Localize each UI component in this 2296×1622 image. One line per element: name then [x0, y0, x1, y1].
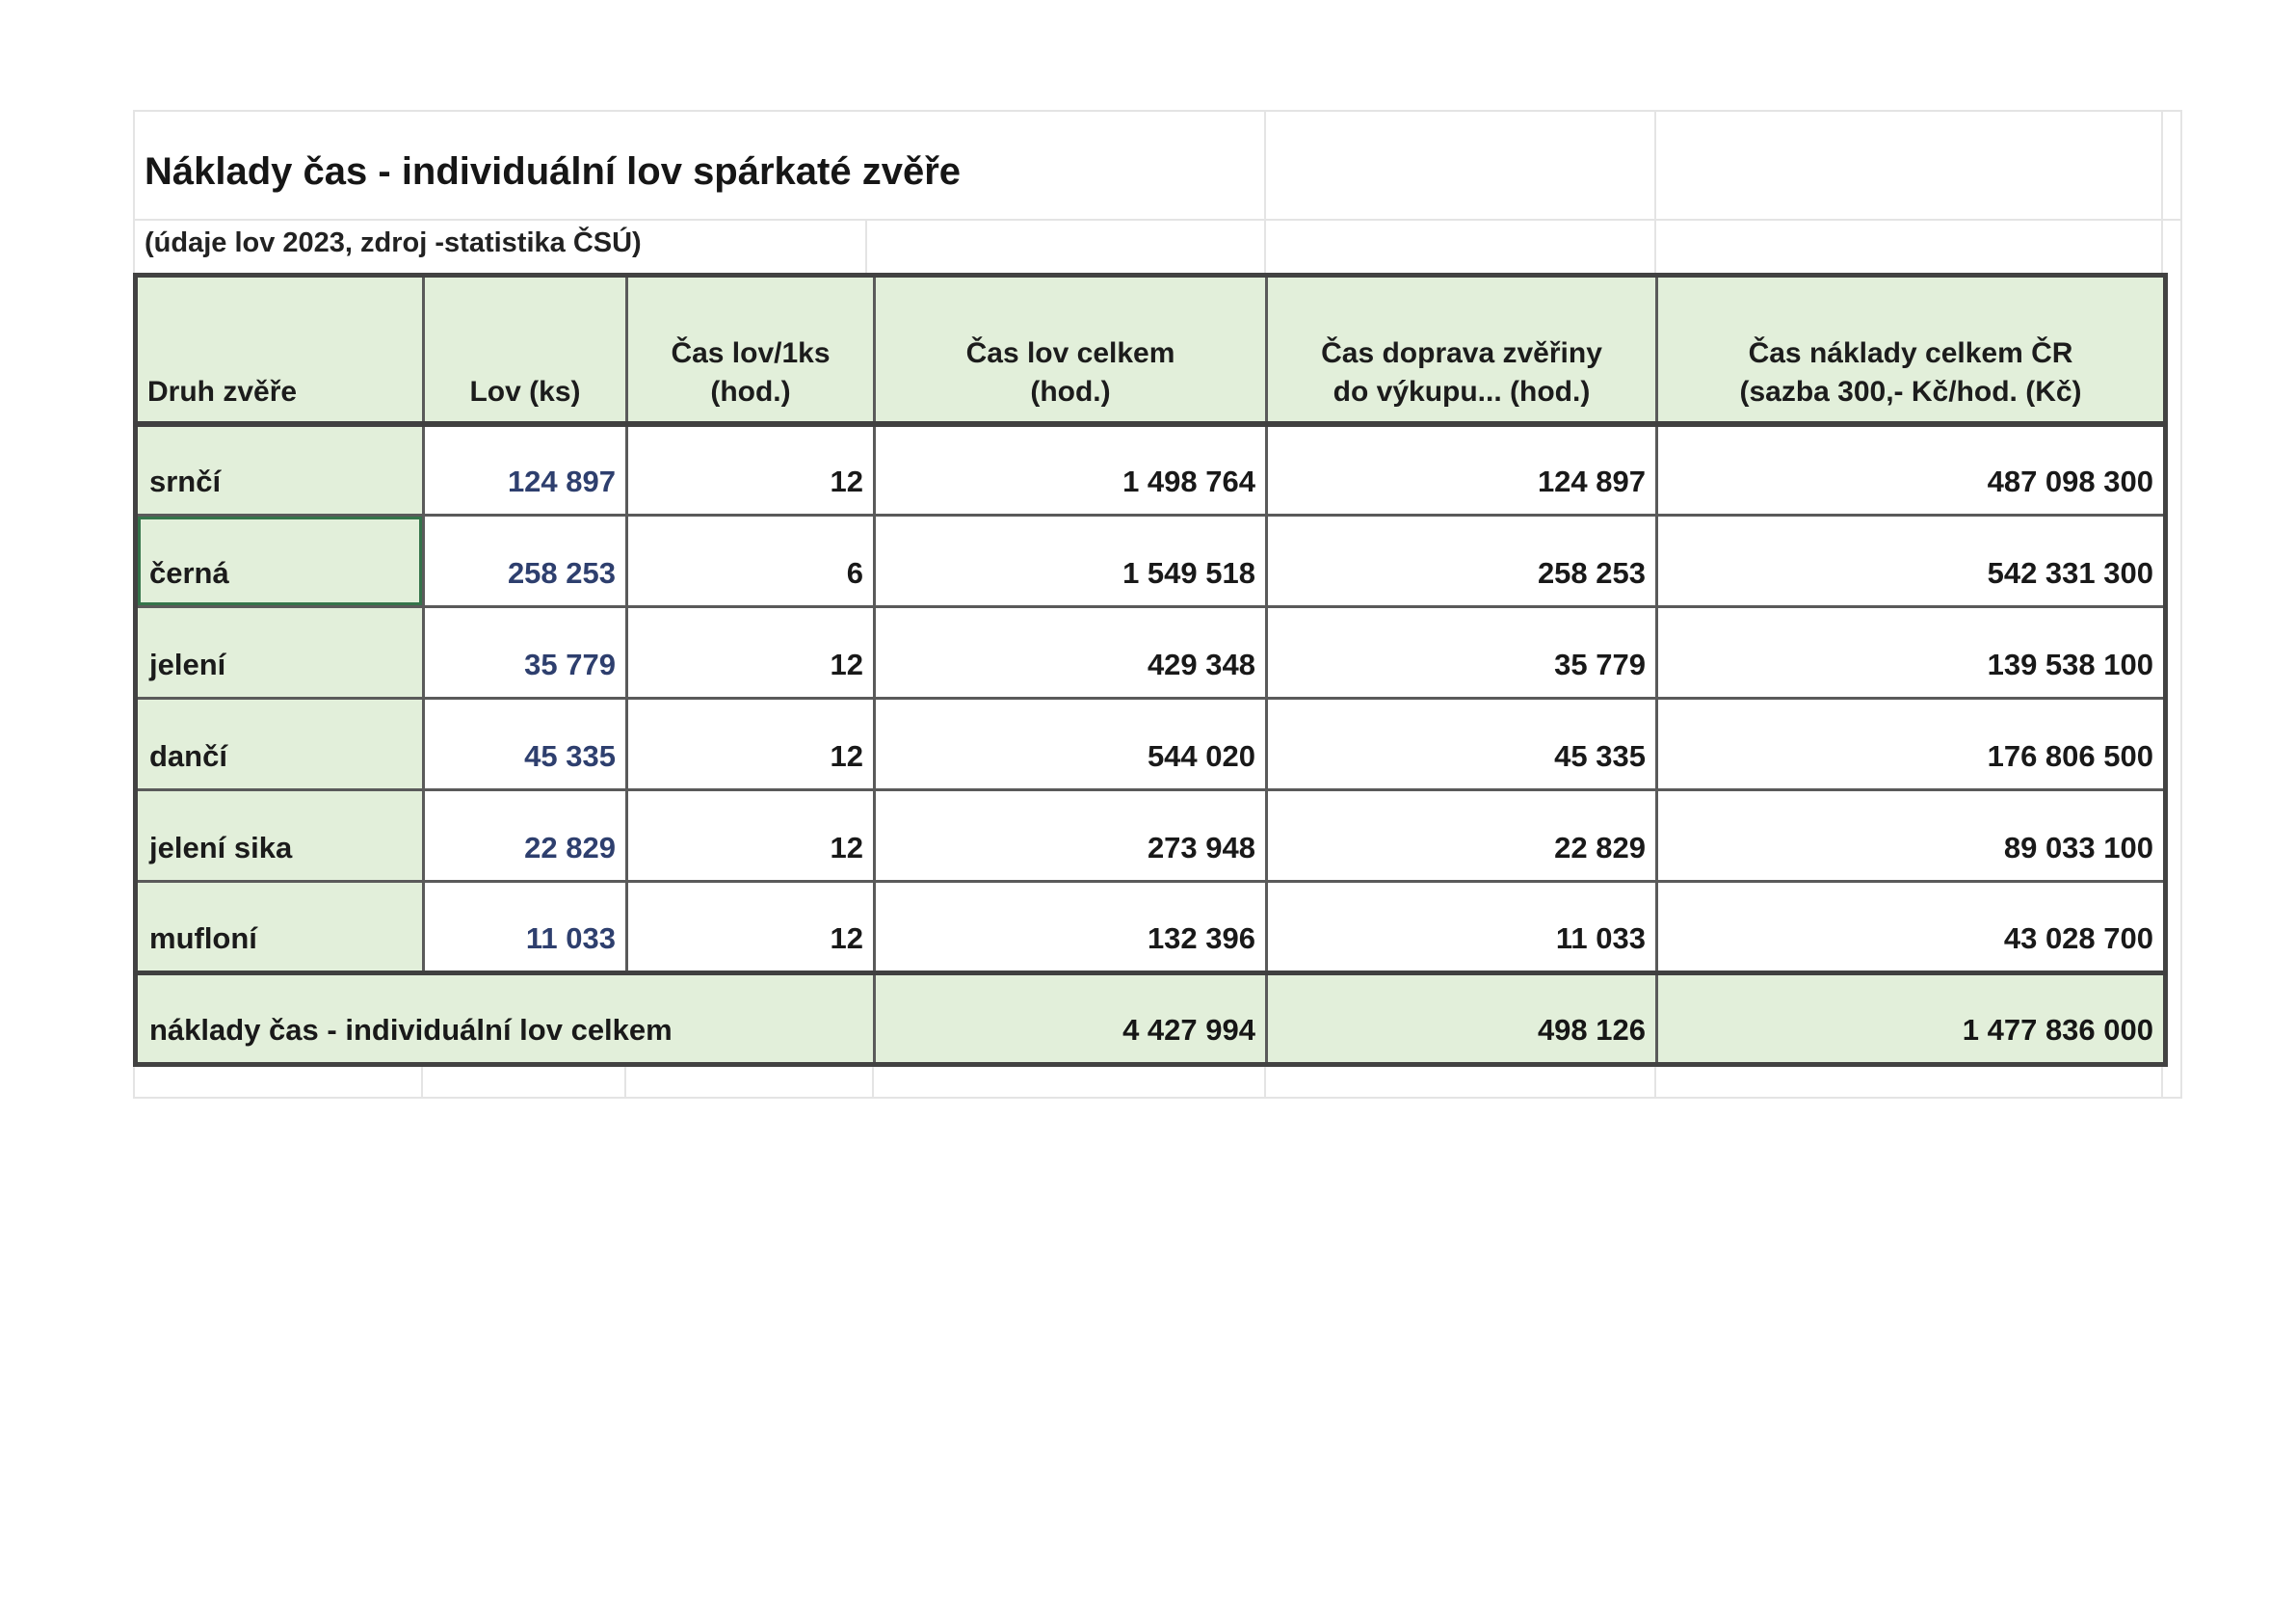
costs-table: Druh zvěře Lov (ks) Čas lov/1ks (hod.) Č… [133, 273, 2168, 1067]
sheet-gridline [133, 219, 2182, 221]
cell-cas-naklady-celkem[interactable]: 89 033 100 [1655, 788, 2167, 883]
cell-cas-lov-1ks[interactable]: 12 [625, 880, 876, 974]
cell-cas-lov-celkem[interactable]: 273 948 [873, 788, 1268, 883]
cell-lov-ks[interactable]: 11 033 [422, 880, 628, 974]
cell-cas-lov-celkem[interactable]: 132 396 [873, 880, 1268, 974]
sheet-gridline [133, 1062, 135, 1099]
table-row-jeleni: jelení 35 779 12 429 348 35 779 139 538 … [134, 605, 2167, 700]
total-cas-doprava[interactable]: 498 126 [1265, 971, 1658, 1066]
total-row: náklady čas - individuální lov celkem 4 … [134, 971, 2167, 1066]
cell-lov-ks[interactable]: 35 779 [422, 605, 628, 700]
total-cas-lov-celkem[interactable]: 4 427 994 [873, 971, 1268, 1066]
cell-cas-lov-celkem[interactable]: 1 549 518 [873, 514, 1268, 608]
sheet-gridline [421, 1062, 423, 1099]
row-label[interactable]: jelení sika [134, 788, 425, 883]
cell-cas-doprava[interactable]: 258 253 [1265, 514, 1658, 608]
cell-cas-lov-1ks[interactable]: 12 [625, 697, 876, 791]
cell-cas-lov-1ks[interactable]: 12 [625, 788, 876, 883]
cell-cas-naklady-celkem[interactable]: 487 098 300 [1655, 422, 2167, 517]
header-cas-naklady-celkem[interactable]: Čas náklady celkem ČR (sazba 300,- Kč/ho… [1655, 274, 2167, 427]
row-label[interactable]: jelení [134, 605, 425, 700]
cell-cas-lov-1ks[interactable]: 12 [625, 605, 876, 700]
table-row-srnci: srnčí 124 897 12 1 498 764 124 897 487 0… [134, 422, 2167, 517]
cell-lov-ks[interactable]: 22 829 [422, 788, 628, 883]
cell-cas-doprava[interactable]: 124 897 [1265, 422, 1658, 517]
cell-cas-lov-celkem[interactable]: 544 020 [873, 697, 1268, 791]
row-label[interactable]: dančí [134, 697, 425, 791]
table-row-cerna: černá 258 253 6 1 549 518 258 253 542 33… [134, 514, 2167, 608]
cell-cas-naklady-celkem[interactable]: 139 538 100 [1655, 605, 2167, 700]
cell-lov-ks[interactable]: 45 335 [422, 697, 628, 791]
sheet-gridline [2161, 110, 2163, 273]
sheet-gridline [865, 219, 867, 273]
sheet-gridline [133, 110, 2182, 112]
sheet-gridline [2180, 110, 2182, 1099]
sheet-gridline [872, 1062, 874, 1099]
header-lov-ks[interactable]: Lov (ks) [422, 274, 628, 427]
cell-cas-naklady-celkem[interactable]: 542 331 300 [1655, 514, 2167, 608]
cell-cas-lov-celkem[interactable]: 429 348 [873, 605, 1268, 700]
sheet-gridline [624, 1062, 626, 1099]
sheet-gridline [1654, 110, 1656, 273]
total-row-label[interactable]: náklady čas - individuální lov celkem [134, 971, 876, 1066]
cell-cas-doprava[interactable]: 45 335 [1265, 697, 1658, 791]
cell-cas-doprava[interactable]: 35 779 [1265, 605, 1658, 700]
sheet-gridline [1264, 110, 1266, 273]
sheet-subtitle-cell[interactable]: (údaje lov 2023, zdroj -statistika ČSÚ) [145, 227, 642, 258]
cell-lov-ks[interactable]: 124 897 [422, 422, 628, 517]
cell-cas-doprava[interactable]: 22 829 [1265, 788, 1658, 883]
cell-cas-lov-1ks[interactable]: 6 [625, 514, 876, 608]
table-row-mufloni: mufloní 11 033 12 132 396 11 033 43 028 … [134, 880, 2167, 974]
table-row-danci: dančí 45 335 12 544 020 45 335 176 806 5… [134, 697, 2167, 791]
cell-cas-naklady-celkem[interactable]: 43 028 700 [1655, 880, 2167, 974]
header-cas-doprava[interactable]: Čas doprava zvěřiny do výkupu... (hod.) [1265, 274, 1658, 427]
header-druh-zvere[interactable]: Druh zvěře [134, 274, 425, 427]
cell-cas-lov-celkem[interactable]: 1 498 764 [873, 422, 1268, 517]
cell-cas-doprava[interactable]: 11 033 [1265, 880, 1658, 974]
header-cas-lov-celkem[interactable]: Čas lov celkem (hod.) [873, 274, 1268, 427]
sheet-gridline [2161, 1062, 2163, 1099]
sheet-gridline [133, 1097, 2182, 1099]
header-cas-lov-1ks[interactable]: Čas lov/1ks (hod.) [625, 274, 876, 427]
row-label-active-cell[interactable]: černá [134, 514, 425, 608]
sheet-gridline [1264, 1062, 1266, 1099]
sheet-gridline [133, 110, 135, 273]
cell-cas-lov-1ks[interactable]: 12 [625, 422, 876, 517]
table-row-jeleni-sika: jelení sika 22 829 12 273 948 22 829 89 … [134, 788, 2167, 883]
cell-cas-naklady-celkem[interactable]: 176 806 500 [1655, 697, 2167, 791]
row-label[interactable]: srnčí [134, 422, 425, 517]
row-label[interactable]: mufloní [134, 880, 425, 974]
header-row: Druh zvěře Lov (ks) Čas lov/1ks (hod.) Č… [134, 274, 2167, 427]
cell-lov-ks[interactable]: 258 253 [422, 514, 628, 608]
total-cas-naklady-celkem[interactable]: 1 477 836 000 [1655, 971, 2167, 1066]
sheet-title-cell[interactable]: Náklady čas - individuální lov spárkaté … [145, 150, 962, 193]
sheet-gridline [1654, 1062, 1656, 1099]
